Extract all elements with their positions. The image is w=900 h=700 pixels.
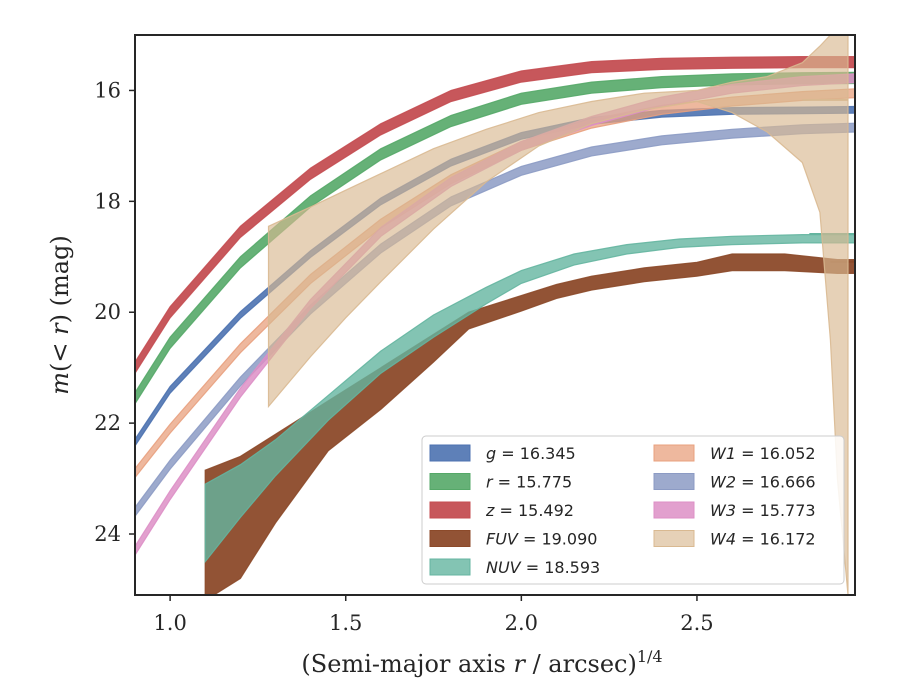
y-tick-label: 18 [94,189,121,213]
legend-swatch-z [429,501,471,519]
legend-label-g: g = 16.345 [486,444,576,463]
legend: g = 16.345 r = 15.775 z = 15.492 FUV = 19.0… [421,435,845,585]
legend-swatch-fuv [429,530,471,547]
y-tick-label: 22 [94,411,121,435]
x-axis-exponent: 1/4 [637,647,663,666]
x-tick-label: 1.0 [153,611,186,635]
y-tick-label: 16 [94,78,121,102]
x-axis-label: (Semi-major axis r / arcsec)1/4 [301,647,662,678]
legend-label-z: z = 15.492 [485,501,574,520]
series-layer [135,35,855,595]
ticks-layer: 1.0 1.5 2.0 2.5 16 18 20 22 24 [94,78,713,635]
legend-swatch-nuv [429,558,471,576]
legend-swatch-w1 [653,444,695,462]
x-tick-label: 1.5 [329,611,362,635]
legend-swatch-w2 [653,473,695,490]
series-band-nuv [204,234,855,564]
legend-box [421,435,845,585]
series-band-z [135,56,855,375]
series-band-w4 [267,35,849,595]
legend-swatch-g [429,444,471,462]
legend-label-w4: W4 = 16.172 [710,530,816,549]
legend-swatch-r [429,473,471,490]
legend-label-nuv: NUV = 18.593 [486,558,600,577]
legend-label-w1: W1 = 16.052 [710,444,816,463]
legend-label-w3: W3 = 15.773 [710,501,816,520]
legend-swatch-w3 [653,501,695,519]
x-tick-label: 2.0 [505,611,538,635]
y-axis-label: m(< r) (mag) [46,235,74,395]
plot-frame [134,34,856,596]
legend-label-fuv: FUV = 19.090 [486,530,597,549]
x-tick-label: 2.5 [680,611,713,635]
legend-swatch-w4 [653,530,695,547]
y-tick-label: 24 [94,522,121,546]
legend-label-r: r = 15.775 [486,473,572,492]
y-tick-label: 20 [94,300,121,324]
legend-label-w2: W2 = 16.666 [710,473,816,492]
